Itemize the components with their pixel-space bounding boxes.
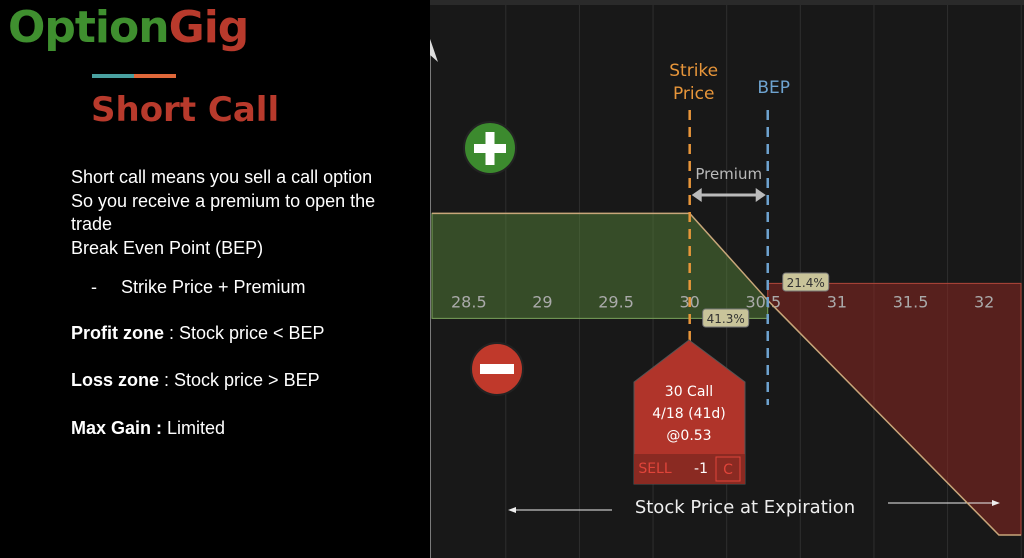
- zone-label: Max Gain :: [71, 417, 163, 438]
- plus-icon: [485, 132, 495, 165]
- zone-label: Loss zone: [71, 370, 160, 390]
- order-card-footer: [634, 454, 745, 484]
- order-action: SELL: [638, 461, 672, 477]
- x-tick-label: 32: [974, 292, 994, 311]
- x-axis-label: Stock Price at Expiration: [635, 497, 855, 518]
- probability-tag: [782, 272, 830, 292]
- x-tick-label: 28.5: [451, 292, 487, 311]
- top-bar: [430, 0, 1024, 5]
- arrow: [992, 500, 1000, 506]
- order-line: @0.53: [666, 428, 711, 444]
- zone-text: Limited: [162, 417, 226, 438]
- line: Break Even Point (BEP): [71, 237, 264, 258]
- bep-label: BEP: [757, 78, 790, 98]
- premium-arrow: [691, 188, 702, 202]
- order-kind: C: [723, 462, 733, 478]
- line: So you receive a premium to open the tra…: [71, 190, 376, 235]
- rule: [92, 74, 134, 78]
- x-tick-label: 29.5: [598, 292, 634, 311]
- rule: [134, 74, 176, 78]
- strike-label: Price: [673, 84, 714, 104]
- bullet-marker: -: [91, 277, 97, 297]
- left-panel: OptionGig Short Call Short call means yo…: [0, 0, 430, 558]
- probability-label: 41.3%: [707, 312, 745, 326]
- x-tick-label: 30.5: [746, 292, 782, 311]
- probability-tag: [702, 308, 750, 328]
- zone-label: Profit zone: [71, 322, 164, 343]
- probability-label: 21.4%: [787, 276, 825, 290]
- line: Short call means you sell a call option: [71, 167, 373, 187]
- x-tick-label: 29: [532, 292, 552, 311]
- zone: Loss zone : Stock price > BEP: [71, 369, 391, 393]
- order-line: 4/18 (41d): [652, 406, 726, 422]
- bullet-text: Strike Price + Premium: [121, 277, 306, 297]
- y-axis-arrow: [430, 38, 438, 62]
- x-tick-label: 31: [827, 292, 847, 311]
- minus-icon: [480, 364, 514, 374]
- zone: Max Gain : Limited: [71, 417, 391, 441]
- order-qty: -1: [694, 461, 708, 477]
- chart: Stock Price at Expiration 28.52929.53030…: [430, 0, 1024, 558]
- premium-arrow: [755, 188, 766, 202]
- order-line: 30 Call: [665, 384, 713, 400]
- logo-part: Option: [8, 2, 170, 53]
- logo-part: Gig: [168, 2, 250, 53]
- zone-text: : Stock price > BEP: [159, 370, 320, 390]
- slide-title: Short Call: [91, 90, 280, 130]
- strike-label: Strike: [669, 61, 718, 81]
- x-tick-label: 31.5: [893, 292, 929, 311]
- premium-label: Premium: [695, 165, 762, 183]
- bullet: - Strike Price + Premium: [91, 276, 391, 300]
- body-text: Short call means you sell a call option …: [71, 166, 391, 464]
- arrow: [508, 507, 516, 513]
- logo: OptionGig: [8, 2, 250, 53]
- order-kind-box: [715, 456, 741, 482]
- zone-text: : Stock price < BEP: [164, 322, 325, 343]
- zone: Profit zone : Stock price < BEP: [71, 322, 391, 346]
